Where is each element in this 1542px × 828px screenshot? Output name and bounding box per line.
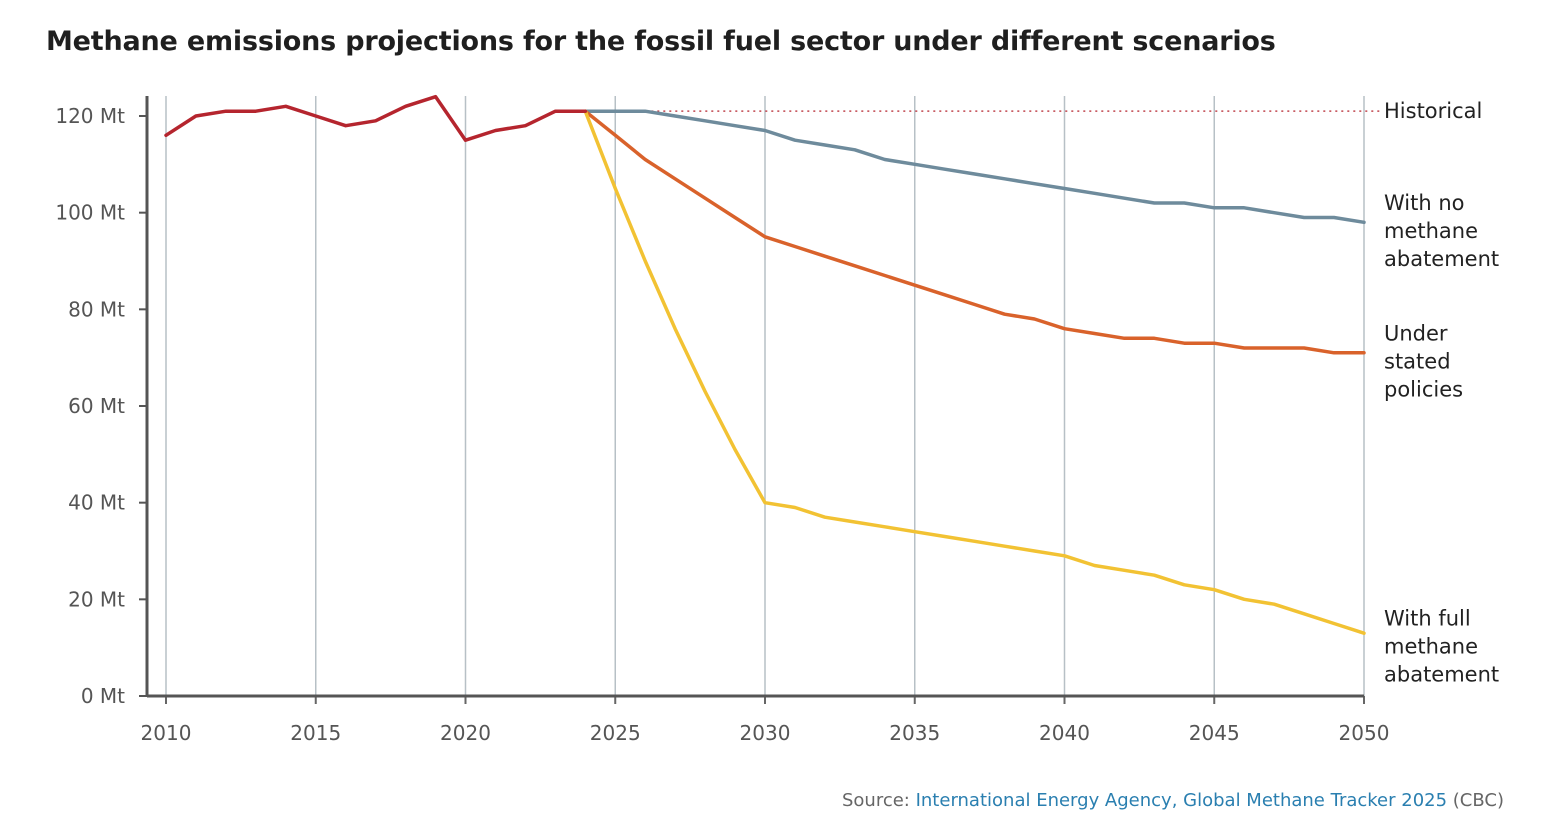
x-tick-label-2045: 2045 xyxy=(1189,721,1240,745)
y-tick-label-60: 60 Mt xyxy=(68,394,125,418)
series-line-historical xyxy=(164,94,588,142)
y-tick-label-100: 100 Mt xyxy=(55,201,125,225)
series-label-line: With no xyxy=(1384,191,1465,215)
series-label-line: With full xyxy=(1384,607,1471,631)
source-suffix: (CBC) xyxy=(1447,790,1504,811)
series-label-line: abatement xyxy=(1384,247,1499,271)
y-tick-label-0: 0 Mt xyxy=(81,684,125,708)
series-line-no-abatement xyxy=(583,109,1366,225)
series-label-line: Historical xyxy=(1384,99,1482,123)
series-line-stated-policies xyxy=(583,109,1366,355)
x-tick-label-2020: 2020 xyxy=(440,721,491,745)
series-lines xyxy=(164,94,1366,635)
source-note: Source: International Energy Agency, Glo… xyxy=(842,790,1504,811)
series-label-line: Under xyxy=(1384,322,1448,346)
source-prefix: Source: xyxy=(841,790,916,811)
x-tick-label-2025: 2025 xyxy=(590,721,641,745)
series-label-no-abatement: With no methane abatement xyxy=(1384,191,1499,271)
series-label-line: abatement xyxy=(1384,663,1499,687)
series-label-line: policies xyxy=(1384,378,1463,402)
y-tick-label-40: 40 Mt xyxy=(68,491,125,515)
y-tick-label-120: 120 Mt xyxy=(55,104,125,128)
y-tick-label-20: 20 Mt xyxy=(68,587,125,611)
series-label-stated-policies: Under stated policies xyxy=(1384,322,1463,402)
series-label-line: methane xyxy=(1384,219,1478,243)
chart-title: Methane emissions projections for the fo… xyxy=(46,26,1276,57)
series-labels: Historical With no methane abatement Under st… xyxy=(1384,99,1499,687)
x-tick-label-2050: 2050 xyxy=(1339,721,1390,745)
series-label-historical: Historical xyxy=(1384,99,1482,123)
x-tick-label-2015: 2015 xyxy=(290,721,341,745)
y-tick-label-80: 80 Mt xyxy=(68,297,125,321)
gridlines xyxy=(165,96,1365,696)
series-label-full-abatement: With full methane abatement xyxy=(1384,607,1499,687)
x-tick-label-2040: 2040 xyxy=(1039,721,1090,745)
series-line-full-abatement xyxy=(583,109,1366,635)
x-tick-label-2035: 2035 xyxy=(889,721,940,745)
axes: 2010 2015 2020 2025 2030 2035 2040 2045 2050 0 Mt… xyxy=(55,96,1389,745)
source-link[interactable]: International Energy Agency, Global Meth… xyxy=(915,790,1448,811)
x-tick-label-2010: 2010 xyxy=(141,721,192,745)
series-label-line: methane xyxy=(1384,635,1478,659)
x-tick-label-2030: 2030 xyxy=(740,721,791,745)
series-label-line: stated xyxy=(1384,350,1451,374)
